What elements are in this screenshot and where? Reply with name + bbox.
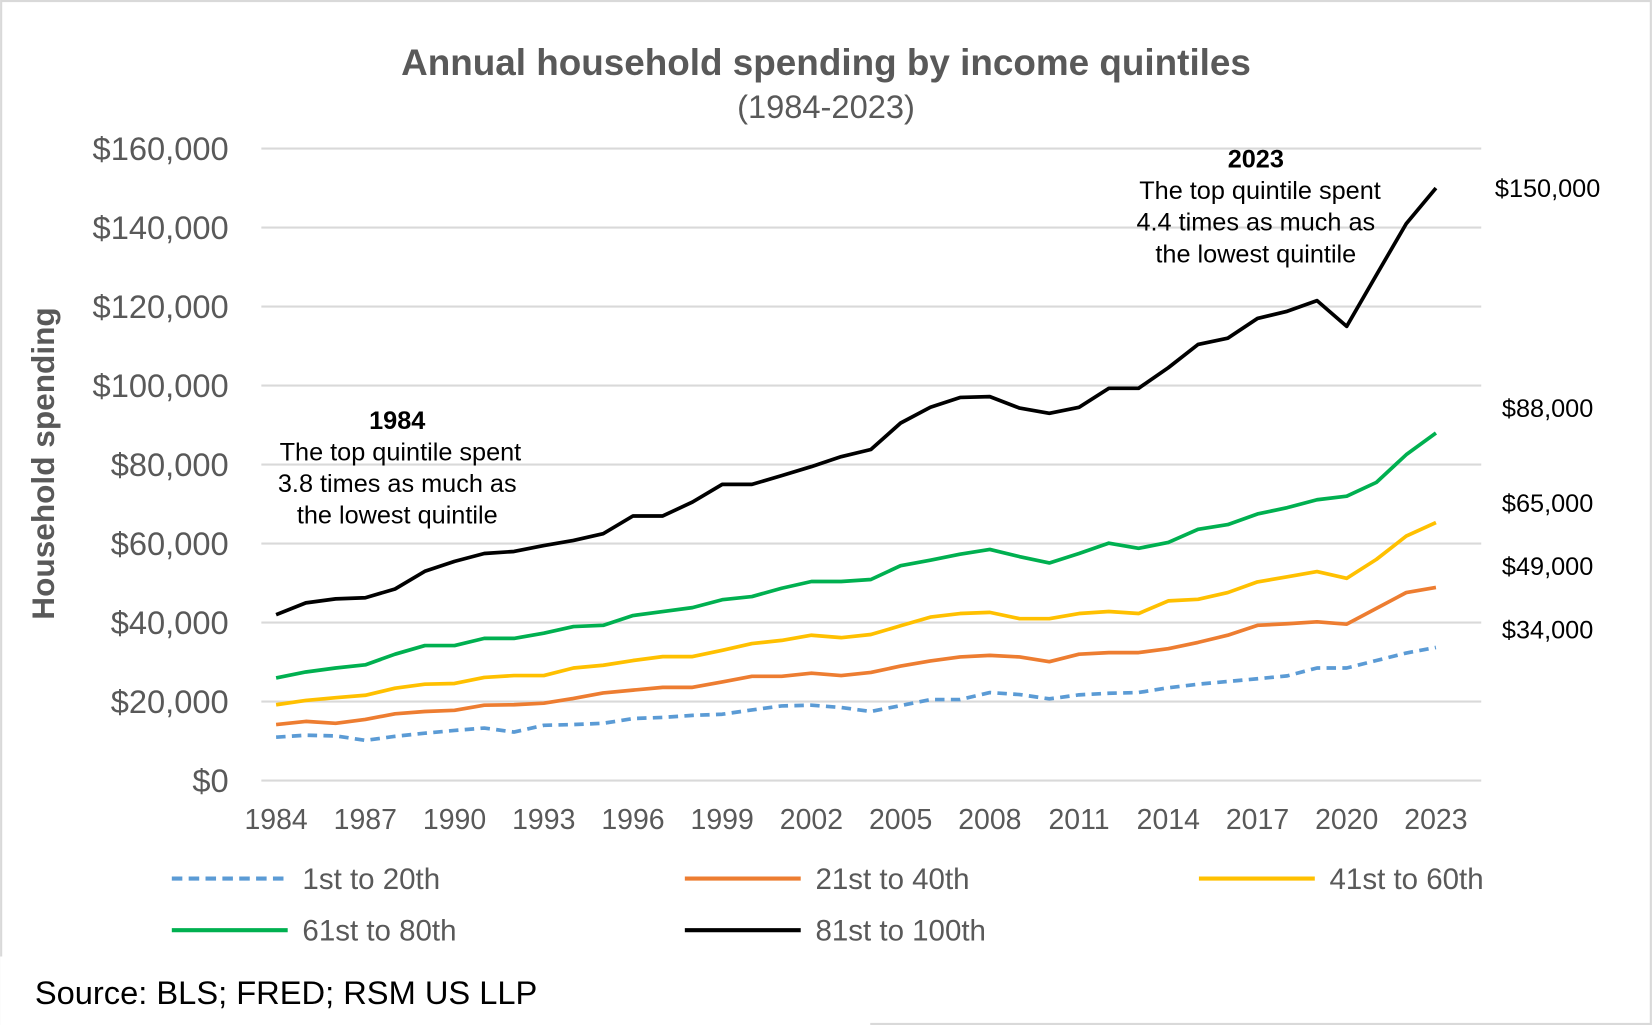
y-tick-label: $100,000 xyxy=(93,367,229,404)
legend-label: 21st to 40th xyxy=(815,863,969,896)
x-tick-label: 2002 xyxy=(780,804,843,836)
x-tick-label: 2005 xyxy=(869,804,932,836)
y-tick-label: $40,000 xyxy=(111,604,229,641)
end-value-label: $49,000 xyxy=(1502,553,1593,581)
y-tick-label: $0 xyxy=(192,762,228,799)
series-line-21st-to-40th xyxy=(275,585,1437,727)
x-tick-label: 1996 xyxy=(601,804,664,836)
annotation-line: The top quintile spent xyxy=(280,438,522,466)
series-line-81st-to-100th xyxy=(275,186,1438,617)
x-tick-label: 2020 xyxy=(1315,804,1378,836)
y-tick-label: $160,000 xyxy=(93,130,229,167)
x-axis: 1984 1987 1990 1993 1996 1999 2002 2005 2008 2011… xyxy=(244,804,1467,836)
series-lines xyxy=(275,186,1438,743)
y-tick-label: $140,000 xyxy=(93,209,229,246)
end-value-label: $65,000 xyxy=(1502,490,1593,518)
series-line-61st-to-80th xyxy=(275,431,1438,680)
source-background xyxy=(0,956,871,1025)
series-line-41st-to-60th xyxy=(275,520,1437,707)
annotation-line: the lowest quintile xyxy=(297,502,498,530)
y-axis-label: Household spending xyxy=(25,307,61,619)
x-tick-label: 2023 xyxy=(1404,804,1467,836)
series-line-1st-to-20th xyxy=(275,645,1437,743)
source-note: Source: BLS; FRED; RSM US LLP xyxy=(35,974,537,1011)
annotation-line: The top quintile spent xyxy=(1139,177,1381,205)
y-tick-label: $120,000 xyxy=(93,288,229,325)
end-value-label: $34,000 xyxy=(1502,616,1593,644)
x-tick-label: 1990 xyxy=(423,804,486,836)
x-tick-label: 1993 xyxy=(512,804,575,836)
chart-title: Annual household spending by income quin… xyxy=(401,42,1251,83)
legend-label: 41st to 60th xyxy=(1330,863,1484,896)
end-labels: $150,000 $88,000 $65,000 $49,000 $34,000 xyxy=(1495,175,1600,644)
end-value-label: $88,000 xyxy=(1502,395,1593,423)
annotation-heading: 2023 xyxy=(1228,145,1284,173)
x-tick-label: 1987 xyxy=(334,804,397,836)
x-tick-label: 2014 xyxy=(1137,804,1200,836)
annotation-line: 4.4 times as much as xyxy=(1136,209,1375,237)
y-tick-label: $60,000 xyxy=(111,525,229,562)
annotation-line: 3.8 times as much as xyxy=(278,470,517,498)
x-tick-label: 2011 xyxy=(1048,804,1109,836)
y-tick-label: $20,000 xyxy=(111,683,229,720)
legend: 1st to 20th 21st to 40th 41st to 60th 61st … xyxy=(171,863,1484,948)
legend-label: 1st to 20th xyxy=(302,863,440,896)
x-tick-label: 1984 xyxy=(244,804,307,836)
gridlines xyxy=(261,147,1482,782)
annotation-heading: 1984 xyxy=(369,407,425,435)
y-axis: $0 $20,000 $40,000 $60,000 $80,000 $100,000 $1… xyxy=(93,130,229,799)
x-tick-label: 1999 xyxy=(691,804,754,836)
chart-subtitle: (1984-2023) xyxy=(737,88,915,125)
annotation-line: the lowest quintile xyxy=(1155,240,1356,268)
x-tick-label: 2017 xyxy=(1226,804,1289,836)
legend-label: 61st to 80th xyxy=(302,915,456,948)
annotation-1984: 1984 The top quintile spent 3.8 times as… xyxy=(278,407,521,530)
y-tick-label: $80,000 xyxy=(111,446,229,483)
legend-label: 81st to 100th xyxy=(815,915,985,948)
annotation-2023: 2023 The top quintile spent 4.4 times as… xyxy=(1136,145,1380,268)
end-value-label: $150,000 xyxy=(1495,175,1600,203)
x-tick-label: 2008 xyxy=(958,804,1021,836)
